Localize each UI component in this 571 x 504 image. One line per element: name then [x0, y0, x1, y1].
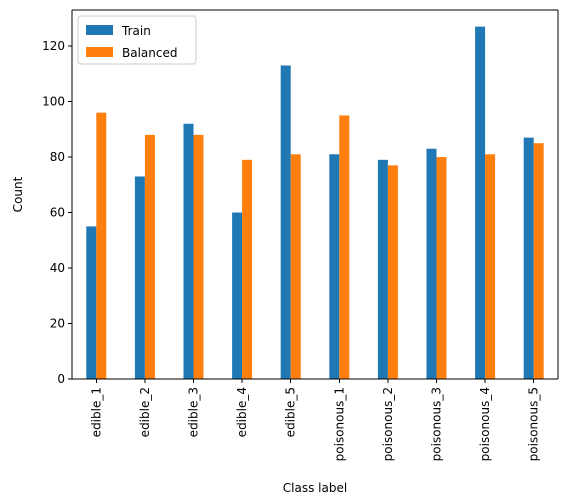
y-tick-label: 20: [50, 317, 65, 331]
bar-train-edible-4: [232, 212, 243, 379]
x-tick-label-edible-2: edible_2: [138, 387, 152, 437]
y-tick-label: 40: [50, 261, 65, 275]
bar-train-edible-1: [86, 226, 97, 379]
bar-train-poisonous-5: [523, 137, 534, 379]
bar-train-edible-2: [134, 176, 145, 379]
legend-swatch-balanced: [86, 47, 113, 57]
y-tick-label: 120: [42, 39, 65, 53]
x-tick-label-poisonous-3: poisonous_3: [430, 387, 444, 461]
bar-balanced-poisonous-5: [533, 143, 544, 379]
x-tick-label-poisonous-2: poisonous_2: [381, 387, 395, 461]
x-tick-label-edible-5: edible_5: [284, 387, 298, 437]
x-axis-title: Class label: [283, 481, 347, 495]
bar-balanced-edible-3: [193, 134, 204, 379]
legend-label-train: Train: [121, 24, 151, 38]
bar-balanced-edible-1: [96, 112, 107, 380]
y-tick-label: 80: [50, 150, 65, 164]
bar-train-poisonous-2: [377, 159, 388, 379]
y-tick-label: 100: [42, 95, 65, 109]
bar-train-edible-3: [183, 123, 194, 379]
bar-balanced-poisonous-2: [387, 165, 398, 379]
x-tick-label-poisonous-1: poisonous_1: [332, 387, 346, 461]
y-axis-title: Count: [11, 176, 25, 212]
x-axis: edible_1 edible_2 edible_3 edible_4 edible_5…: [72, 378, 558, 461]
bar-balanced-edible-2: [144, 134, 155, 379]
bar-train-poisonous-4: [475, 26, 486, 380]
x-tick-label-edible-1: edible_1: [89, 387, 103, 437]
bar-balanced-edible-5: [290, 154, 301, 379]
bar-train-edible-5: [280, 65, 291, 380]
bar-balanced-edible-4: [242, 159, 253, 379]
x-tick-label-poisonous-5: poisonous_5: [527, 387, 541, 461]
y-tick-label: 60: [50, 206, 65, 220]
y-tick-label: 0: [57, 372, 65, 386]
legend: Train Balanced: [77, 15, 197, 65]
bar-train-poisonous-1: [329, 154, 340, 379]
x-tick-label-edible-4: edible_4: [235, 387, 249, 437]
bar-balanced-poisonous-1: [339, 115, 350, 380]
x-tick-label-edible-3: edible_3: [187, 387, 201, 437]
legend-label-balanced: Balanced: [122, 46, 177, 60]
bar-train-poisonous-3: [426, 148, 437, 379]
bar-balanced-poisonous-4: [485, 154, 496, 379]
legend-swatch-train: [86, 25, 113, 35]
y-axis: 0 20 40 60 80 100 120: [42, 9, 559, 386]
x-tick-label-poisonous-4: poisonous_4: [478, 387, 492, 461]
bar-balanced-poisonous-3: [436, 157, 447, 379]
plot-area: [86, 26, 544, 380]
